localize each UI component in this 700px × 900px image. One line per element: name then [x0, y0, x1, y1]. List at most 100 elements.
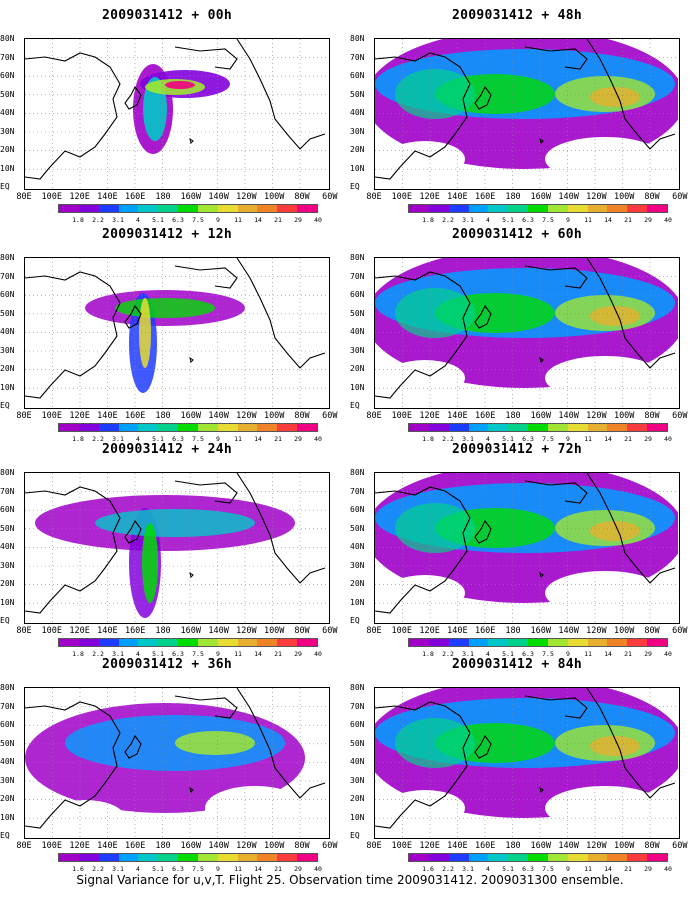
colorbar-swatch — [607, 854, 628, 861]
longitude-tick-label: 100E — [391, 192, 413, 202]
coastline-hawaii — [539, 786, 544, 793]
colorbar-tick-label: 7.5 — [192, 650, 204, 658]
colorbar-swatch — [528, 424, 548, 431]
latitude-tick-label: 40N — [0, 542, 15, 551]
colorbar-tick-label: 1.8 — [72, 435, 84, 443]
colorbar-swatch — [468, 854, 489, 861]
longitude-tick-label: 140E — [447, 841, 468, 851]
latitude-tick-label: 50N — [0, 308, 15, 318]
colorbar-tick-label: 4 — [136, 216, 140, 224]
latitude-tick-label: 60N — [0, 505, 15, 514]
longitude-tick-label: 80E — [366, 626, 382, 636]
longitude-tick-label: 100W — [613, 192, 635, 202]
colorbar-tick-label: 7.5 — [542, 216, 554, 224]
coastline-north-america — [236, 473, 326, 584]
colorbar-swatch — [508, 639, 529, 646]
variance-field-blob — [395, 69, 475, 119]
longitude-tick-label: 60W — [672, 841, 688, 851]
colorbar-swatch — [448, 424, 469, 431]
colorbar-swatch — [428, 854, 449, 861]
longitude-tick-label: 160E — [124, 411, 146, 421]
colorbar-swatch — [197, 639, 218, 646]
colorbar-swatch — [647, 205, 667, 212]
longitude-tick-label: 120W — [236, 192, 257, 202]
colorbar-swatch — [98, 639, 119, 646]
longitude-tick-label: 140E — [97, 841, 118, 851]
longitude-tick-label: 140W — [558, 626, 579, 636]
colorbar-tick-label: 2.2 — [442, 216, 454, 224]
longitude-tick-label: 80W — [294, 411, 310, 421]
longitude-tick-label: 140W — [208, 192, 229, 202]
colorbar-swatch — [237, 424, 258, 431]
variance-field-blob — [545, 786, 665, 830]
colorbar-tick-label: 9 — [566, 650, 570, 658]
colorbar-swatch — [468, 205, 489, 212]
colorbar-swatch — [297, 205, 317, 212]
colorbar-tick-label: 29 — [644, 435, 652, 443]
longitude-tick-label: 140E — [447, 192, 468, 202]
coastline-hawaii — [189, 137, 194, 144]
colorbar-tick-label: 5.1 — [152, 435, 164, 443]
panel-title: 2009031412 + 36h — [101, 657, 233, 672]
colorbar-tick-label: 4 — [486, 216, 490, 224]
colorbar-swatch — [587, 854, 608, 861]
colorbar-swatch — [488, 639, 509, 646]
latitude-tick-label: 50N — [0, 523, 15, 533]
latitude-tick-label: 40N — [0, 108, 15, 117]
variance-field-blob — [385, 575, 465, 611]
longitude-tick-label: 160W — [530, 192, 552, 202]
latitude-tick-label: 70N — [350, 701, 365, 711]
longitude-tick-label: 120W — [586, 411, 607, 421]
colorbar-tick-label: 9 — [566, 216, 570, 224]
longitude-tick-label: 140W — [208, 411, 229, 421]
latitude-tick-label: 70N — [350, 271, 365, 281]
colorbar-swatch — [237, 854, 258, 861]
longitude-tick-label: 80W — [644, 626, 660, 636]
colorbar-swatch — [237, 205, 258, 212]
colorbar-tick-label: 6.3 — [172, 650, 184, 658]
coastline-alaska — [174, 695, 238, 719]
latitude-tick-label: 40N — [0, 327, 15, 336]
colorbar-tick-label: 14 — [254, 650, 262, 658]
colorbar-tick-label: 6.3 — [172, 216, 184, 224]
coastline-asia — [375, 701, 471, 829]
colorbar-swatch — [528, 639, 548, 646]
map-plot-area — [374, 38, 680, 190]
longitude-tick-label: 120E — [419, 192, 440, 202]
longitude-tick-label: 120E — [69, 626, 90, 636]
colorbar-swatch — [59, 424, 79, 431]
variance-field-blob — [590, 521, 640, 541]
colorbar-swatch — [607, 424, 628, 431]
colorbar-tick-label: 3.1 — [112, 435, 124, 443]
colorbar-swatch — [627, 424, 648, 431]
coastline-asia — [375, 271, 471, 399]
colorbar-swatch — [547, 424, 568, 431]
colorbar-tick-label: 21 — [274, 865, 282, 873]
colorbar-tick-label: 5.1 — [502, 216, 514, 224]
colorbar-swatch — [428, 639, 449, 646]
latitude-tick-label: 30N — [350, 126, 365, 136]
longitude-tick-label: 100E — [41, 411, 63, 421]
latitude-tick-label: EQ — [350, 182, 360, 191]
longitude-tick-label: 100E — [391, 626, 413, 636]
map-panel-60h: 2009031412 + 60h 80N 70N 60N 50N 40N 30N 20N 10N… — [350, 227, 687, 447]
colorbar-swatch — [178, 205, 198, 212]
colorbar-swatch — [257, 854, 278, 861]
colorbar-tick-label: 21 — [624, 435, 632, 443]
colorbar-tick-label: 11 — [234, 650, 242, 658]
longitude-tick-label: 120E — [69, 411, 90, 421]
latitude-tick-label: 40N — [350, 757, 365, 766]
colorbar-swatch — [297, 854, 317, 861]
longitude-tick-label: 100W — [263, 411, 285, 421]
coastline-japan — [474, 519, 492, 544]
latitude-tick-label: 80N — [350, 34, 365, 43]
latitude-tick-label: 20N — [350, 794, 365, 803]
colorbar-tick-label: 14 — [604, 865, 612, 873]
colorbar-tick-label: 7.5 — [542, 650, 554, 658]
latitude-tick-label: 60N — [350, 720, 365, 729]
colorbar-swatch — [627, 854, 648, 861]
longitude-tick-label: 120E — [419, 841, 440, 851]
variance-field-blob — [395, 503, 475, 553]
latitude-tick-label: 80N — [350, 468, 365, 477]
longitude-tick-label: 120E — [69, 192, 90, 202]
